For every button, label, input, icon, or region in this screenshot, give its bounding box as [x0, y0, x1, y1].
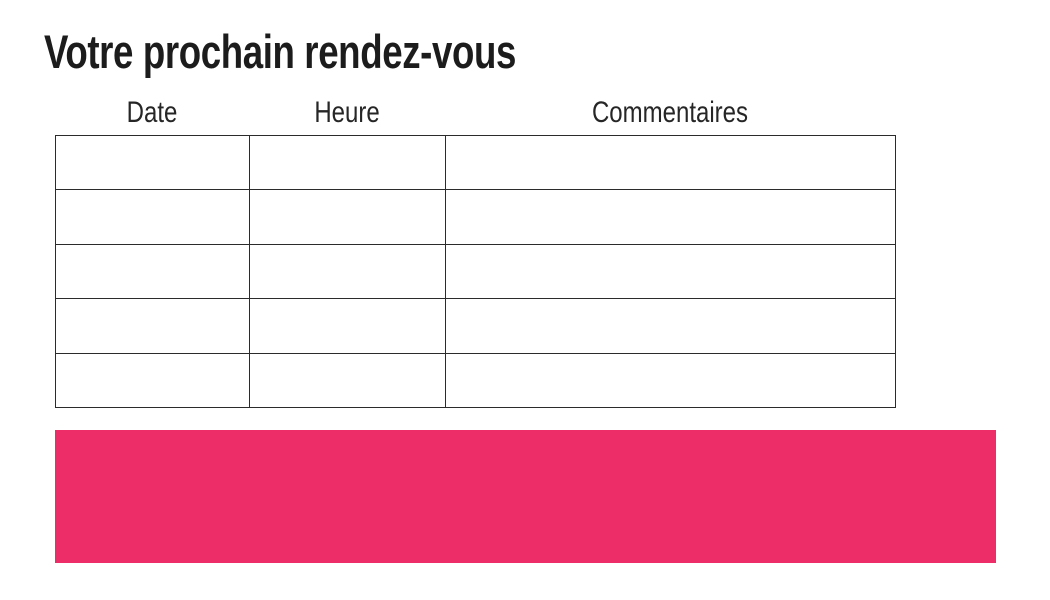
- column-header-heure: Heure: [314, 96, 380, 129]
- cell-commentaires: [445, 134, 896, 191]
- table-row: [55, 134, 896, 191]
- cell-date: [55, 298, 250, 354]
- table-row: [55, 189, 896, 245]
- cell-commentaires: [445, 298, 896, 354]
- cell-commentaires: [445, 352, 896, 409]
- page-title: Votre prochain rendez-vous: [44, 25, 516, 78]
- table-column-headers: Date Heure Commentaires: [0, 96, 1050, 130]
- highlight-banner: [55, 430, 996, 563]
- cell-heure: [249, 134, 446, 191]
- cell-commentaires: [445, 189, 896, 245]
- cell-date: [55, 352, 250, 409]
- cell-date: [55, 134, 250, 191]
- appointments-table: [55, 134, 896, 409]
- cell-heure: [249, 189, 446, 245]
- table-row: [55, 298, 896, 354]
- cell-heure: [249, 243, 446, 300]
- table-row: [55, 243, 896, 300]
- cell-heure: [249, 298, 446, 354]
- cell-commentaires: [445, 243, 896, 300]
- cell-date: [55, 243, 250, 300]
- column-header-commentaires: Commentaires: [591, 96, 749, 129]
- column-header-date: Date: [126, 96, 178, 129]
- table-row: [55, 352, 896, 409]
- cell-heure: [249, 352, 446, 409]
- cell-date: [55, 189, 250, 245]
